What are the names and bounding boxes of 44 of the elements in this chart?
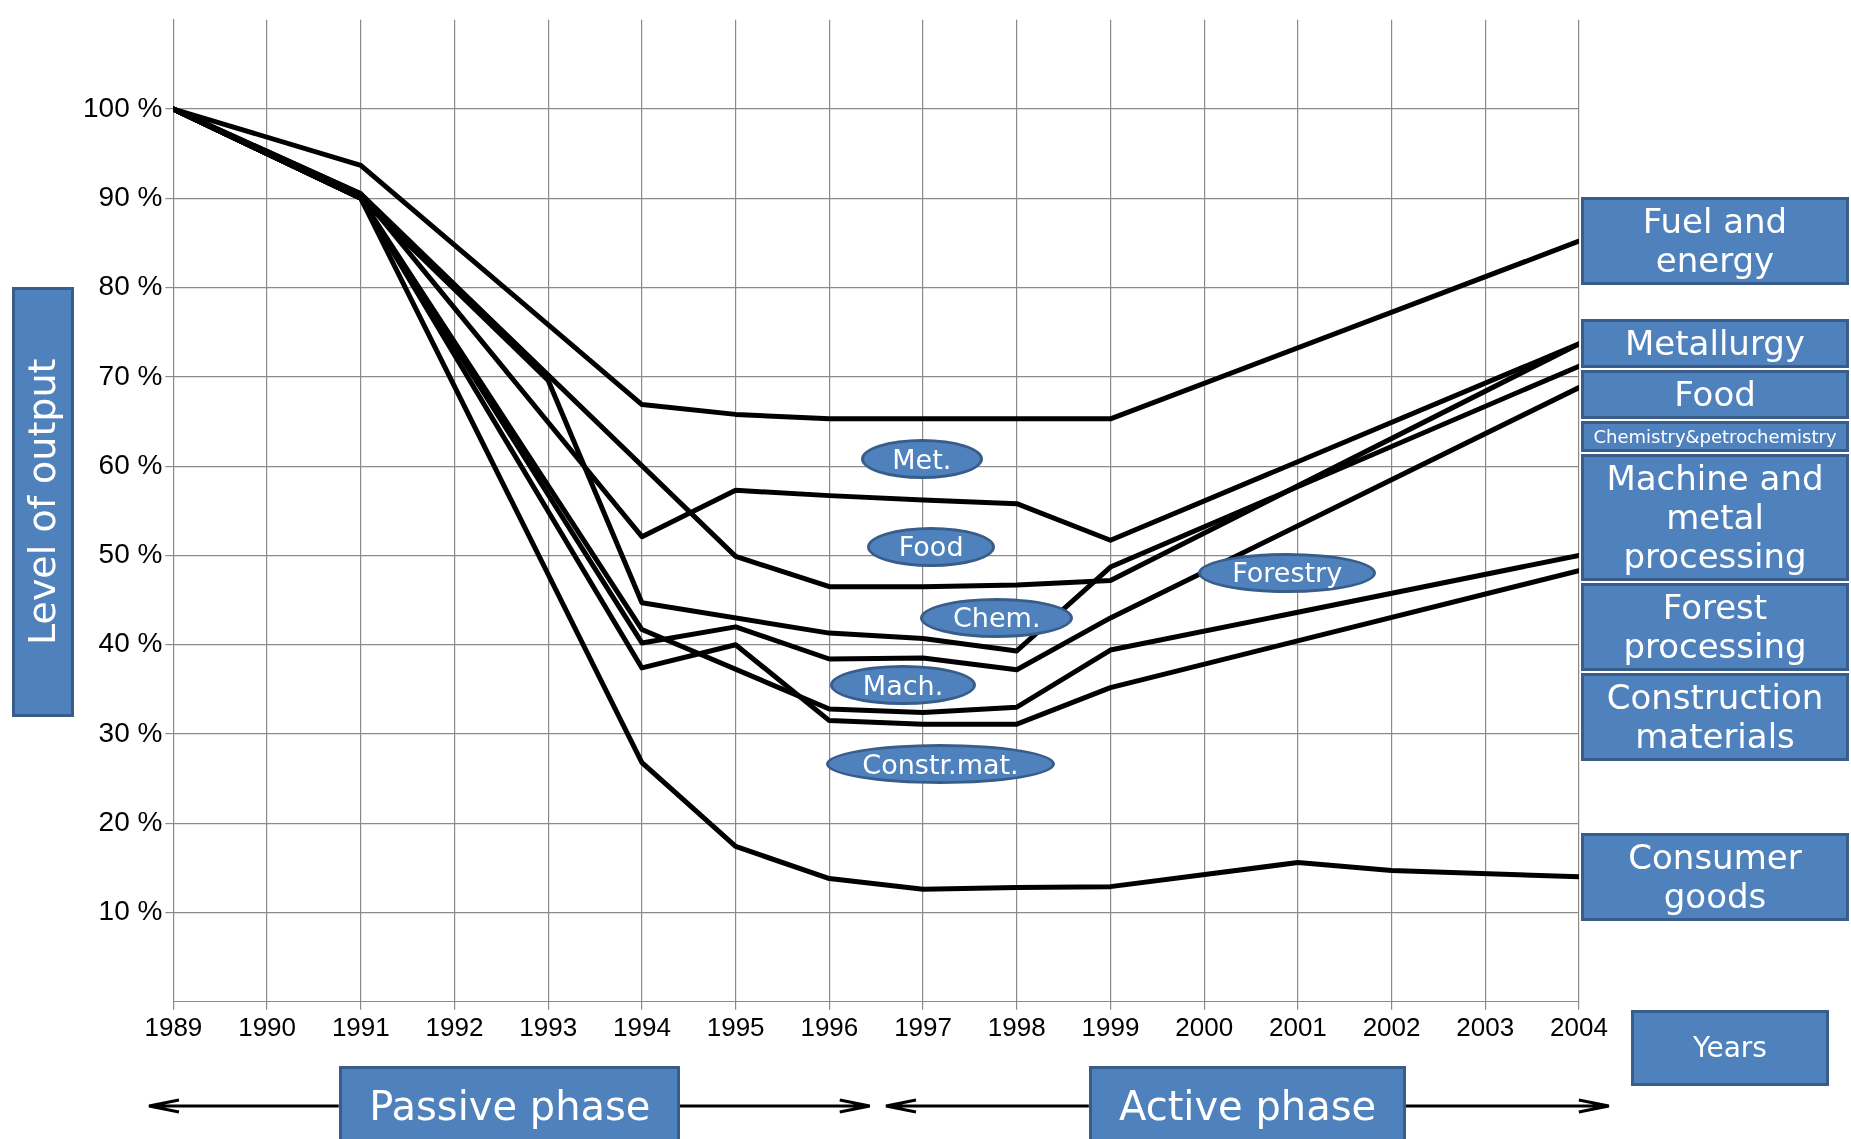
x-tick-label: 1990 (238, 1011, 297, 1042)
text: Chemistry&petrochemistry (1581, 421, 1849, 453)
annotation: Constr.mat. (825, 744, 1056, 785)
y-tick-label: 50 % (98, 538, 163, 570)
text: Construction materials (1581, 673, 1849, 762)
y-tick-label: 40 % (98, 627, 163, 659)
annotation: Forestry (1198, 552, 1377, 593)
y-tick-label: 100 % (82, 91, 163, 123)
y-tick-label: 30 % (98, 716, 163, 748)
x-tick-label: 1989 (144, 1011, 203, 1042)
x-tick-label: 2000 (1175, 1011, 1234, 1042)
annotation: Chem. (920, 597, 1074, 638)
x-tick-label: 1999 (1081, 1011, 1140, 1042)
x-tick-label: 2003 (1456, 1011, 1515, 1042)
text: Active phase (1089, 1065, 1407, 1139)
x-tick-label: 2004 (1550, 1011, 1608, 1042)
x-tick-label: 2002 (1362, 1011, 1421, 1042)
annotation: Met. (860, 439, 983, 480)
x-tick-label: 1994 (613, 1011, 671, 1042)
series-label: Consumer goods (1581, 832, 1849, 921)
annotation: Mach. (830, 665, 976, 706)
x-tick-label: 1995 (706, 1011, 765, 1042)
text: Food (1581, 370, 1849, 420)
y-tick-label: 90 % (98, 181, 163, 213)
y-tick-label: 80 % (98, 270, 163, 302)
x-tick-label: 1996 (800, 1011, 859, 1042)
text: Machine and metal processing (1581, 454, 1849, 582)
x-tick-label: 2001 (1268, 1011, 1327, 1042)
x-tick-label: 1997 (894, 1011, 952, 1042)
x-axis-title: Years (1631, 1009, 1829, 1086)
x-tick-label: 1991 (331, 1011, 390, 1042)
series-label: Fuel and energy (1581, 197, 1849, 286)
y-axis-title: Level of output (12, 286, 74, 717)
text: Passive phase (339, 1065, 681, 1139)
y-tick-label: 70 % (98, 359, 163, 391)
y-tick-label: 10 % (98, 895, 163, 927)
series-label: Metallurgy (1581, 319, 1849, 369)
y-tick-label: 60 % (98, 448, 163, 480)
series-label: Forest processing (1581, 583, 1849, 672)
x-tick-label: 1998 (987, 1011, 1046, 1042)
x-tick-label: 1993 (519, 1011, 578, 1042)
y-tick-label: 20 % (98, 805, 163, 837)
annotation: Food (867, 526, 996, 567)
x-tick-label: 1992 (425, 1011, 484, 1042)
